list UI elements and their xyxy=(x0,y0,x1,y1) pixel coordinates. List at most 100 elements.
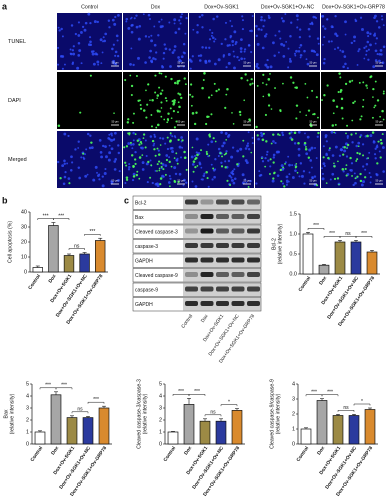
blot-band xyxy=(216,243,229,248)
tunel-dot xyxy=(232,123,235,125)
nucleus-dot xyxy=(321,177,325,181)
nucleus-dot xyxy=(244,159,248,162)
y-tick-label: 2 xyxy=(292,411,295,417)
nucleus-dot xyxy=(103,172,107,176)
nucleus-dot xyxy=(189,67,192,70)
tunel-dot xyxy=(311,89,314,92)
nucleus-dot xyxy=(299,162,303,165)
nucleus-dot xyxy=(204,46,208,50)
nucleus-dot xyxy=(362,180,365,184)
nucleus-dot xyxy=(63,159,66,163)
nucleus-dot xyxy=(352,183,355,187)
tunel-dot xyxy=(357,145,360,148)
nucleus-dot xyxy=(351,141,354,144)
nucleus-dot xyxy=(260,18,263,22)
x-tick-label: Dox+Ov-SGK1+Ov-NC xyxy=(324,445,358,490)
nucleus-dot xyxy=(344,33,347,36)
nucleus-dot xyxy=(362,165,365,168)
nucleus-dot xyxy=(207,185,210,188)
tunel-dot xyxy=(135,75,138,78)
tunel-dot xyxy=(159,177,163,180)
nucleus-dot xyxy=(110,134,113,137)
nucleus-dot xyxy=(210,163,213,166)
tunel-dot xyxy=(162,168,165,171)
tunel-dot xyxy=(210,113,213,116)
tunel-dot xyxy=(277,133,280,136)
nucleus-dot xyxy=(382,24,385,27)
nucleus-dot xyxy=(91,52,95,56)
nucleus-dot xyxy=(376,53,379,56)
nucleus-dot xyxy=(168,174,171,178)
nucleus-dot xyxy=(316,135,319,138)
nucleus-dot xyxy=(330,130,334,134)
nucleus-dot xyxy=(309,159,313,162)
nucleus-dot xyxy=(180,55,184,59)
nucleus-dot xyxy=(108,144,111,147)
nucleus-dot xyxy=(214,38,217,41)
nucleus-dot xyxy=(201,46,204,49)
blot-band xyxy=(200,257,214,263)
tunel-dot xyxy=(201,86,204,90)
nucleus-dot xyxy=(284,161,287,164)
y-axis-label: Bax xyxy=(3,409,9,418)
nucleus-dot xyxy=(304,132,306,135)
nucleus-dot xyxy=(349,168,353,172)
tunel-dot xyxy=(352,101,355,105)
tunel-dot xyxy=(59,177,62,180)
nucleus-dot xyxy=(296,18,299,21)
nucleus-dot xyxy=(373,33,377,37)
tunel-dot xyxy=(226,179,229,182)
nucleus-dot xyxy=(297,130,301,134)
tunel-dot xyxy=(362,81,365,84)
nucleus-dot xyxy=(138,24,142,28)
tunel-dot xyxy=(279,168,282,172)
nucleus-dot xyxy=(359,134,363,137)
nucleus-dot xyxy=(310,146,314,150)
nucleus-dot xyxy=(334,145,338,149)
nucleus-dot xyxy=(323,57,326,61)
tunel-dot xyxy=(366,134,369,138)
x-tick-label: Control xyxy=(27,273,42,290)
nucleus-dot xyxy=(276,174,280,177)
nucleus-dot xyxy=(174,172,178,176)
tunel-dot xyxy=(312,113,314,116)
y-axis-label: (relative intensity) xyxy=(277,223,283,264)
tunel-dot xyxy=(82,152,85,155)
y-tick-label: 4 xyxy=(292,381,295,387)
nucleus-dot xyxy=(89,43,93,47)
nucleus-dot xyxy=(300,174,304,178)
nucleus-dot xyxy=(231,39,235,43)
nucleus-dot xyxy=(173,166,177,170)
tunel-dot xyxy=(282,82,284,85)
tunel-dot xyxy=(158,86,161,89)
tunel-dot xyxy=(154,74,157,77)
nucleus-dot xyxy=(96,20,100,24)
tunel-dot xyxy=(351,175,353,177)
tunel-dot xyxy=(156,123,160,127)
nucleus-dot xyxy=(195,137,199,141)
nucleus-dot xyxy=(321,14,325,18)
blot-label: Bax xyxy=(135,215,144,221)
nucleus-dot xyxy=(185,16,188,20)
nucleus-dot xyxy=(177,27,181,31)
tunel-dot xyxy=(158,110,161,113)
y-axis-label: Cleaved caspase-9/caspase-9 xyxy=(269,379,275,449)
micrograph: 50 μm xyxy=(189,72,254,129)
nucleus-dot xyxy=(368,172,371,175)
blot-band xyxy=(185,214,198,219)
scale-label: 50 μm xyxy=(112,62,119,65)
nucleus-dot xyxy=(328,148,331,152)
nucleus-dot xyxy=(211,178,214,181)
tunel-dot xyxy=(341,117,344,120)
blot-band xyxy=(185,301,198,306)
tunel-dot xyxy=(139,107,143,110)
nucleus-dot xyxy=(358,48,361,51)
tunel-dot xyxy=(190,83,193,86)
tunel-dot xyxy=(306,96,309,99)
tunel-dot xyxy=(238,110,242,114)
nucleus-dot xyxy=(56,63,60,66)
significance-bracket xyxy=(84,234,101,236)
nucleus-dot xyxy=(84,174,88,178)
nucleus-dot xyxy=(76,66,80,70)
x-tick-label: Control xyxy=(162,445,177,462)
